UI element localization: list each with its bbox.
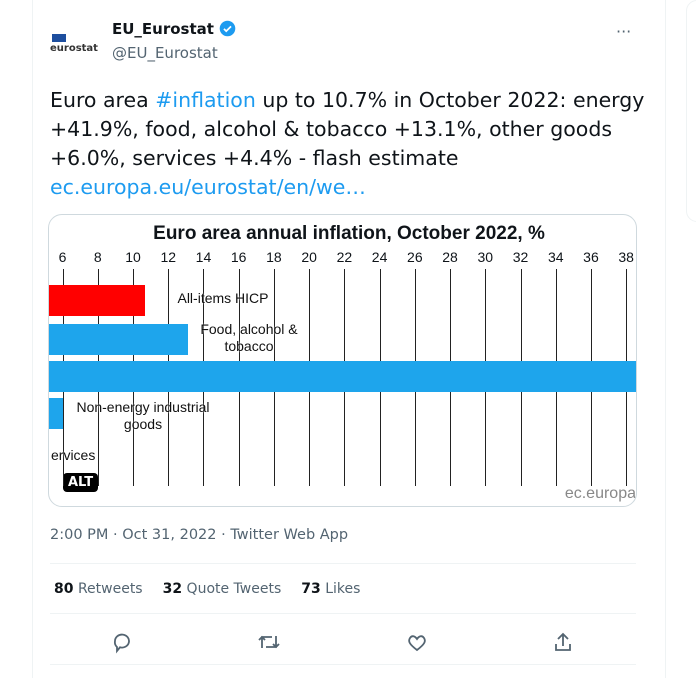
stat[interactable]: 80 Retweets — [54, 581, 143, 597]
category-label: All-items HICP — [177, 290, 269, 306]
x-tick-label: 18 — [266, 249, 282, 265]
user-name[interactable]: EU_Eurostat — [112, 20, 236, 38]
x-tick-label: 24 — [371, 249, 388, 265]
side-card — [686, 0, 696, 222]
text: up to 10.7% in October 2022: energy +41.… — [50, 88, 645, 170]
timeline-column — [32, 0, 666, 678]
hashtag[interactable]: #inflation — [155, 88, 256, 112]
x-tick-label: 32 — [512, 249, 529, 265]
user-name-text[interactable]: EU_Eurostat — [112, 20, 214, 38]
reply-button[interactable] — [114, 633, 130, 654]
verified-badge — [219, 20, 236, 37]
chart-title: Euro area annual inflation, October 2022… — [153, 223, 545, 244]
stat-count: 73 — [301, 581, 321, 597]
logo-text: eurostat — [50, 43, 98, 54]
category-label: Non-energy industrial goods — [76, 399, 210, 432]
x-tick-label: 28 — [442, 249, 458, 265]
link[interactable]: ec.europa.eu/eurostat/en/we… — [50, 175, 366, 199]
x-tick-label: 38 — [618, 249, 634, 265]
x-tick-label: 6 — [58, 249, 67, 265]
stat[interactable]: 73 Likes — [301, 581, 360, 597]
x-tick-label: 12 — [160, 249, 177, 265]
x-tick-label: 10 — [125, 249, 141, 265]
like-button[interactable] — [408, 635, 426, 652]
divider — [50, 664, 636, 665]
stat-count: 32 — [162, 581, 183, 597]
stats: 80 Retweets 32 Quote Tweets 73 Likes — [54, 581, 360, 597]
bar — [49, 324, 188, 355]
retweet-button[interactable] — [258, 635, 280, 649]
tweet-text: Euro area #inflation up to 10.7% in Octo… — [50, 86, 650, 202]
category-label: Food, alcohol & tobacco — [200, 321, 298, 354]
x-tick-label: 30 — [477, 249, 494, 265]
user-handle[interactable]: @EU_Eurostat — [112, 44, 218, 62]
divider — [50, 613, 636, 614]
chart-image[interactable]: Euro area annual inflation, October 2022… — [48, 214, 637, 507]
bar — [49, 398, 63, 429]
stat-label: Likes — [325, 581, 361, 597]
x-tick-label: 34 — [547, 249, 564, 265]
logo-flag — [52, 34, 66, 42]
stat-label: Quote Tweets — [186, 581, 282, 597]
category-label: ervices — [51, 447, 96, 463]
x-tick-label: 8 — [93, 249, 102, 265]
source-text: ec.europa — [564, 485, 636, 502]
stat-label: Retweets — [77, 581, 143, 597]
x-tick-label: 20 — [301, 249, 317, 265]
bar — [49, 285, 146, 316]
x-tick-label: 14 — [195, 249, 212, 265]
x-tick-label: 16 — [230, 249, 247, 265]
timestamp[interactable]: 2:00 PM · Oct 31, 2022 · Twitter Web App — [50, 527, 349, 543]
more-button[interactable]: ··· — [616, 22, 632, 41]
text: Euro area — [50, 88, 156, 112]
x-tick-label: 36 — [583, 249, 599, 265]
share-button[interactable] — [555, 632, 571, 651]
divider — [50, 563, 636, 564]
x-tick-label: 26 — [407, 249, 423, 265]
alt-badge[interactable]: ALT — [63, 473, 99, 492]
bar — [49, 361, 636, 392]
actions — [114, 632, 571, 654]
stat-count: 80 — [54, 581, 74, 597]
x-tick-label: 22 — [336, 249, 353, 265]
stat[interactable]: 32 Quote Tweets — [163, 581, 282, 597]
